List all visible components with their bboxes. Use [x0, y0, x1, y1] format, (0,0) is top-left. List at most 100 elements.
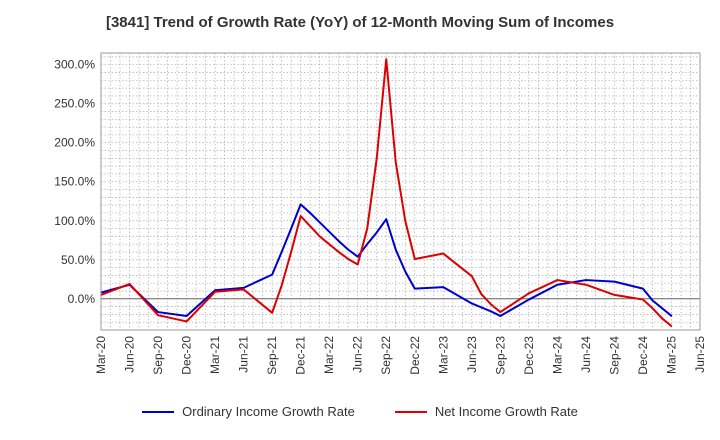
x-tick-label: Jun-22	[351, 336, 365, 373]
x-tick-label: Sep-24	[607, 336, 621, 375]
data-point	[556, 279, 559, 281]
data-point	[394, 161, 397, 164]
data-point	[309, 225, 311, 228]
data-point	[280, 284, 283, 287]
data-point	[499, 311, 502, 313]
x-tick-label: Mar-21	[208, 336, 222, 374]
data-point	[642, 298, 644, 301]
data-point	[347, 258, 350, 260]
data-point	[356, 255, 359, 258]
data-point	[413, 287, 416, 290]
data-point	[480, 293, 483, 295]
data-point	[299, 215, 302, 217]
legend-item-ordinary-income: Ordinary Income Growth Rate	[142, 404, 355, 419]
x-tick-label: Jun-25	[693, 336, 707, 373]
x-tick-label: Jun-23	[465, 336, 479, 373]
x-tick-label: Mar-20	[94, 336, 108, 374]
legend-item-net-income: Net Income Growth Rate	[394, 404, 578, 419]
data-point	[404, 219, 407, 222]
x-tick-label: Dec-23	[522, 336, 536, 375]
plot-frame	[100, 52, 701, 331]
data-point	[442, 286, 445, 288]
x-tick-label: Jun-20	[123, 336, 137, 373]
data-point	[490, 303, 492, 306]
data-point	[490, 310, 492, 313]
x-tick-label: Dec-22	[408, 336, 422, 375]
x-tick-label: Sep-20	[151, 336, 165, 375]
data-point	[290, 227, 292, 230]
data-point	[404, 270, 407, 273]
y-tick-label: 150.0%	[54, 175, 95, 189]
data-point	[661, 317, 663, 320]
data-point	[670, 325, 673, 327]
x-axis-ticks: Mar-20 Jun-20 Sep-20 Dec-20 Mar-21 Jun-21 Sep-…	[94, 336, 707, 375]
data-point	[271, 312, 273, 314]
data-point	[651, 299, 654, 302]
y-tick-label: 100.0%	[54, 214, 95, 228]
data-point	[661, 307, 663, 309]
data-point	[366, 227, 369, 230]
y-tick-label: 0.0%	[68, 292, 96, 306]
x-tick-label: Dec-20	[180, 336, 194, 375]
data-point	[585, 283, 587, 286]
data-point	[318, 235, 321, 238]
x-tick-label: Dec-21	[294, 336, 308, 375]
data-point	[528, 298, 530, 301]
data-point	[366, 243, 369, 245]
data-point	[442, 252, 445, 255]
chart-title: [3841] Trend of Growth Rate (YoY) of 12-…	[105, 14, 615, 31]
data-point	[185, 320, 188, 323]
data-point	[309, 212, 311, 214]
data-point	[128, 283, 131, 285]
data-point	[337, 251, 340, 253]
x-tick-label: Sep-22	[379, 336, 393, 375]
data-point	[471, 302, 473, 305]
x-tick-label: Mar-22	[322, 336, 336, 374]
legend-label-ordinary-income: Ordinary Income Growth Rate	[182, 404, 355, 419]
data-point	[318, 221, 321, 224]
data-point	[651, 307, 654, 309]
data-point	[337, 240, 340, 242]
series-layer	[100, 58, 673, 327]
data-point	[271, 273, 273, 276]
data-point	[347, 248, 350, 251]
legend-label-net-income: Net Income Growth Rate	[434, 404, 578, 419]
data-point	[499, 315, 502, 317]
data-point	[394, 248, 397, 251]
x-tick-label: Mar-25	[664, 336, 678, 374]
x-tick-label: Jun-24	[579, 336, 593, 373]
data-point	[385, 58, 388, 61]
data-point	[290, 251, 292, 253]
legend-swatch-ordinary-income	[142, 410, 175, 413]
y-tick-label: 50.0%	[61, 253, 95, 267]
data-point	[214, 289, 216, 292]
x-tick-label: Mar-24	[550, 336, 564, 374]
data-point	[214, 290, 216, 293]
data-point	[413, 258, 416, 260]
data-point	[556, 283, 559, 286]
legend: Ordinary Income Growth Rate Net Income G…	[0, 404, 720, 419]
x-tick-label: Sep-21	[265, 336, 279, 375]
data-point	[375, 231, 378, 234]
data-point	[471, 275, 473, 277]
data-point	[375, 157, 378, 160]
y-axis-ticks: 0.0% 50.0% 100.0% 150.0% 200.0% 250.0% 300.0%	[54, 58, 95, 306]
data-point	[328, 230, 330, 233]
data-point	[242, 288, 245, 291]
legend-swatch-net-income	[394, 410, 427, 413]
data-point	[328, 243, 330, 245]
y-tick-label: 250.0%	[54, 97, 95, 111]
data-point	[385, 218, 388, 220]
data-point	[585, 279, 587, 281]
data-point	[480, 306, 483, 309]
data-point	[157, 311, 159, 313]
x-tick-label: Mar-23	[436, 336, 450, 374]
data-point	[356, 263, 359, 266]
data-point	[642, 287, 644, 290]
data-point	[613, 280, 616, 283]
x-tick-label: Dec-24	[636, 336, 650, 375]
data-point	[299, 203, 302, 206]
y-tick-label: 300.0%	[54, 58, 95, 72]
data-point	[242, 287, 245, 289]
